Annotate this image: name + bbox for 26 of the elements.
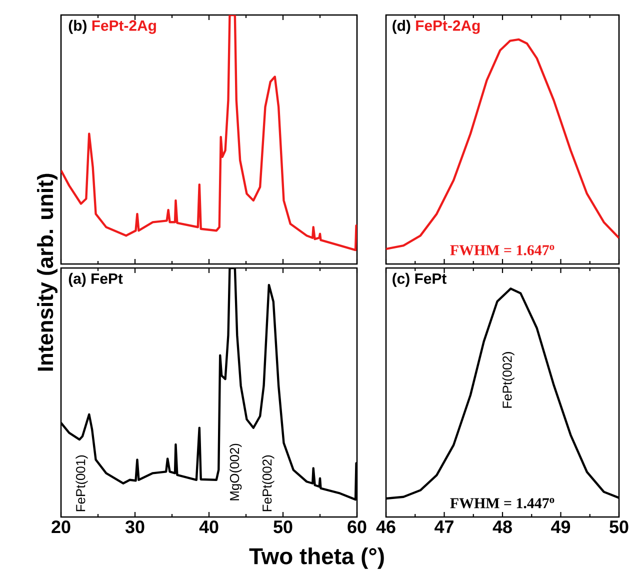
legend-label: FePt	[92, 273, 123, 284]
annotation: FWHM = 1.447$^{o}$	[450, 498, 554, 508]
x-tick-label: 50	[274, 520, 292, 534]
chart-title: (d)	[392, 20, 410, 34]
annotation: FePt(002)	[502, 352, 514, 408]
x-tick-label: 20	[52, 520, 70, 534]
annotation: FePt(001)	[76, 455, 88, 512]
x-tick-label: 30	[125, 520, 144, 534]
x-tick-label: 60	[348, 520, 366, 534]
x-axis-title: Two theta (°)	[249, 548, 384, 569]
x-tick-label: 49	[551, 520, 570, 534]
x-tick-label: 50	[610, 520, 628, 534]
annotation: FWHM = 1.647$^{o}$	[450, 244, 554, 256]
text: FePt-2Ag	[92, 20, 156, 34]
series-label: FePt-2Ag	[416, 20, 480, 34]
chart-title: (c)	[392, 272, 410, 287]
x-tick-label: 47	[434, 520, 454, 533]
x-tick-label: 40	[199, 520, 218, 534]
chart-title: (a)	[68, 272, 86, 287]
x-tick-label: 46	[376, 520, 396, 534]
legend-label: FePt	[415, 273, 446, 284]
y-axis-title: Intensity (arb. unit)	[37, 174, 58, 371]
x-tick-label: 48	[492, 520, 512, 534]
annotation: FePt(002)	[262, 455, 274, 512]
chart-title: (b)	[68, 20, 86, 34]
annotation: MgO(002)	[230, 444, 242, 500]
